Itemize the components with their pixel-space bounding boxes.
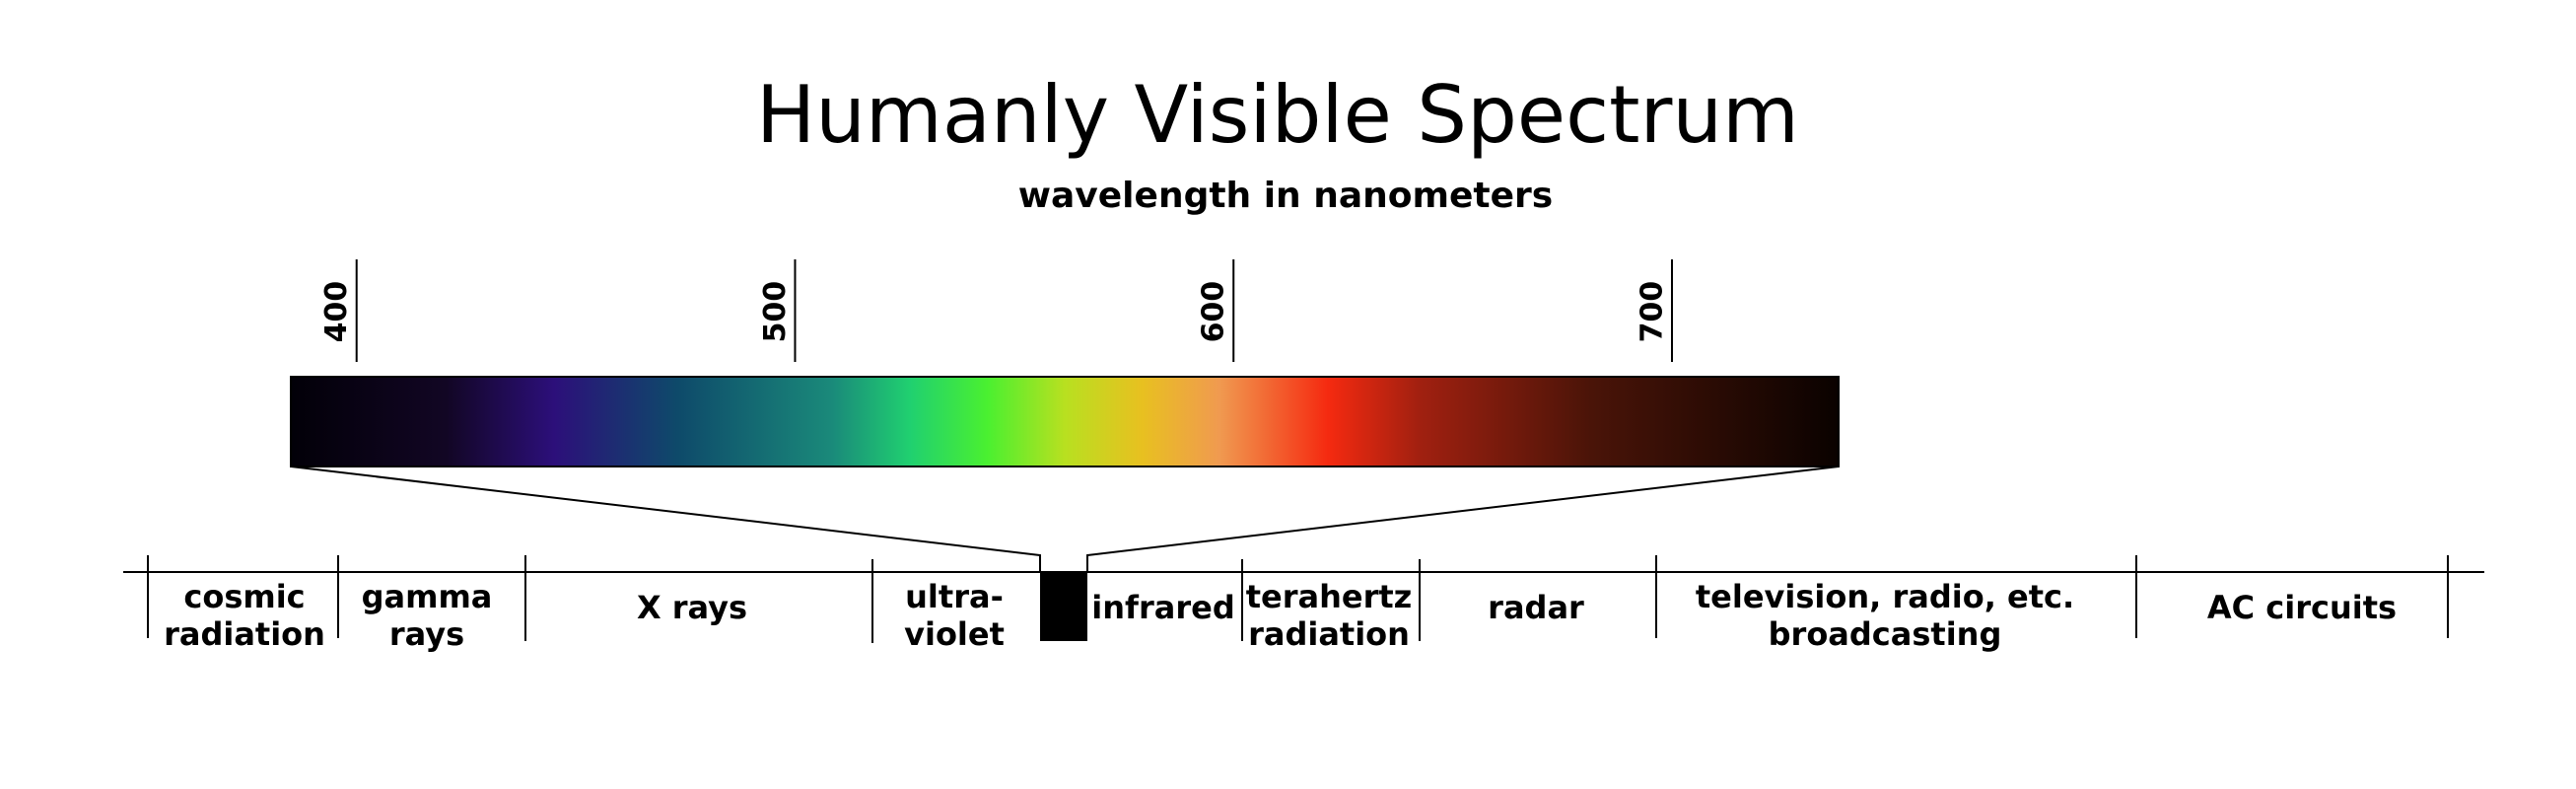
subtitle: wavelength in nanometers [1018,176,1553,216]
band-label: radiation [164,615,325,653]
band-label: gamma [362,578,493,615]
band-label: cosmic [183,578,305,615]
band-label: radiation [1248,615,1410,653]
band-label: rays [389,615,464,653]
tick-label: 600 [1197,281,1231,343]
band-label: ultra- [905,578,1004,615]
tick-label: 700 [1635,281,1669,343]
band-label: AC circuits [2207,589,2397,626]
band-label: radar [1488,589,1584,626]
tick-label: 500 [758,281,793,343]
band-label: terahertz [1246,578,1413,615]
band-label: X rays [637,589,747,626]
spectrum-bar [290,376,1840,467]
title: Humanly Visible Spectrum [756,69,1799,161]
zoom-line [1086,466,1840,572]
zoom-line [290,466,1041,572]
dividers [147,555,2449,643]
band-label: violet [904,615,1005,653]
band-label: television, radio, etc. [1696,578,2074,615]
band-label: broadcasting [1769,615,2002,653]
visible-box [1040,572,1087,641]
tick-label: 400 [319,281,354,343]
band-label: infrared [1091,589,1234,626]
